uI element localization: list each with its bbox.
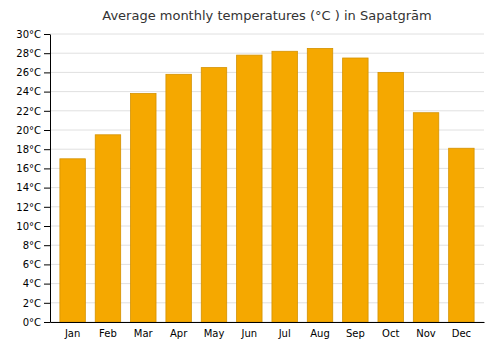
- tick: Jun: [241, 328, 258, 339]
- tick-label: Feb: [99, 328, 117, 339]
- grid-line: [50, 34, 484, 35]
- bar: [237, 55, 262, 322]
- tick-mark: [44, 168, 50, 169]
- tick-mark: [44, 149, 50, 150]
- tick-label: Dec: [452, 328, 471, 339]
- tick-label: 16°C: [16, 163, 41, 174]
- tick-label: Apr: [170, 328, 188, 339]
- tick: 8°C: [23, 240, 50, 251]
- tick: 28°C: [16, 48, 50, 59]
- bar: [201, 68, 226, 322]
- tick: Feb: [99, 328, 117, 339]
- tick-mark: [44, 226, 50, 227]
- bar: [413, 113, 438, 322]
- bar: [378, 72, 403, 322]
- tick: Dec: [452, 328, 471, 339]
- tick: 22°C: [16, 106, 50, 117]
- tick-label: 4°C: [23, 278, 41, 289]
- tick-mark: [44, 34, 50, 35]
- tick: Jul: [278, 328, 291, 339]
- tick-label: Jan: [64, 328, 80, 339]
- bars: [60, 48, 474, 322]
- grid-line: [50, 53, 484, 54]
- tick-mark: [44, 303, 50, 304]
- bar: [166, 74, 191, 322]
- tick-label: Nov: [416, 328, 436, 339]
- tick: 30°C: [16, 29, 50, 40]
- tick-mark: [44, 207, 50, 208]
- tick-label: Mar: [134, 328, 154, 339]
- tick-mark: [44, 92, 50, 93]
- tick: Nov: [416, 328, 436, 339]
- tick-mark: [44, 111, 50, 112]
- tick-mark: [44, 284, 50, 285]
- tick-mark: [44, 53, 50, 54]
- tick-label: 18°C: [16, 144, 41, 155]
- tick: Oct: [382, 328, 399, 339]
- tick-mark: [44, 264, 50, 265]
- tick: Jan: [64, 328, 80, 339]
- tick: 6°C: [23, 259, 50, 270]
- y-axis: 0°C 2°C 4°C 6°C 8°C 10°C 12°C 14°C 16°C 18°C 20°C 2…: [16, 29, 50, 328]
- tick: 20°C: [16, 125, 50, 136]
- chart: 0°C 2°C 4°C 6°C 8°C 10°C 12°C 14°C 16°C 18°C 20°C 2…: [0, 0, 500, 350]
- tick: 12°C: [16, 202, 50, 213]
- axis-domain: [51, 322, 485, 323]
- tick: 2°C: [23, 298, 50, 309]
- tick-label: 28°C: [16, 48, 41, 59]
- tick-label: 6°C: [23, 259, 41, 270]
- tick: 4°C: [23, 278, 50, 289]
- tick-label: 12°C: [16, 202, 41, 213]
- tick-label: 14°C: [16, 182, 41, 193]
- tick-label: 2°C: [23, 298, 41, 309]
- tick: 10°C: [16, 221, 50, 232]
- tick: 24°C: [16, 86, 50, 97]
- tick-label: 0°C: [23, 317, 41, 328]
- bar: [343, 58, 368, 322]
- bar: [272, 51, 297, 322]
- tick-mark: [44, 72, 50, 73]
- bar: [60, 159, 85, 322]
- tick-label: Oct: [382, 328, 399, 339]
- tick: Sep: [346, 328, 365, 339]
- tick-mark: [44, 130, 50, 131]
- tick-label: Sep: [346, 328, 365, 339]
- tick-label: 24°C: [16, 86, 41, 97]
- tick-label: 22°C: [16, 106, 41, 117]
- tick: 16°C: [16, 163, 50, 174]
- bar: [95, 135, 120, 322]
- tick-label: Jul: [278, 328, 291, 339]
- tick-label: 30°C: [16, 29, 41, 40]
- tick-mark: [44, 188, 50, 189]
- tick-mark: [44, 322, 50, 323]
- tick: Apr: [170, 328, 188, 339]
- tick-label: 26°C: [16, 67, 41, 78]
- tick-label: 20°C: [16, 125, 41, 136]
- tick-mark: [44, 245, 50, 246]
- tick: May: [204, 328, 225, 339]
- grid-line: [50, 72, 484, 73]
- grid-line: [50, 110, 484, 111]
- tick: 14°C: [16, 182, 50, 193]
- tick: 26°C: [16, 67, 50, 78]
- tick-label: May: [204, 328, 225, 339]
- tick-label: 10°C: [16, 221, 41, 232]
- title: Average monthly temperatures (°C ) in Sa…: [102, 8, 432, 23]
- tick-label: Aug: [310, 328, 330, 339]
- tick: 18°C: [16, 144, 50, 155]
- x-axis: Jan Feb Mar Apr May Jun Jul Aug Sep Oct Nov Dec: [51, 323, 485, 340]
- bar: [449, 148, 474, 322]
- grid-line: [50, 91, 484, 92]
- tick-label: Jun: [241, 328, 258, 339]
- axis-domain: [50, 35, 51, 323]
- tick: 0°C: [23, 317, 50, 328]
- tick-label: 8°C: [23, 240, 41, 251]
- bar: [307, 48, 332, 322]
- tick: Mar: [134, 328, 154, 339]
- bar: [131, 94, 156, 322]
- tick: Aug: [310, 328, 330, 339]
- grid: [50, 34, 484, 322]
